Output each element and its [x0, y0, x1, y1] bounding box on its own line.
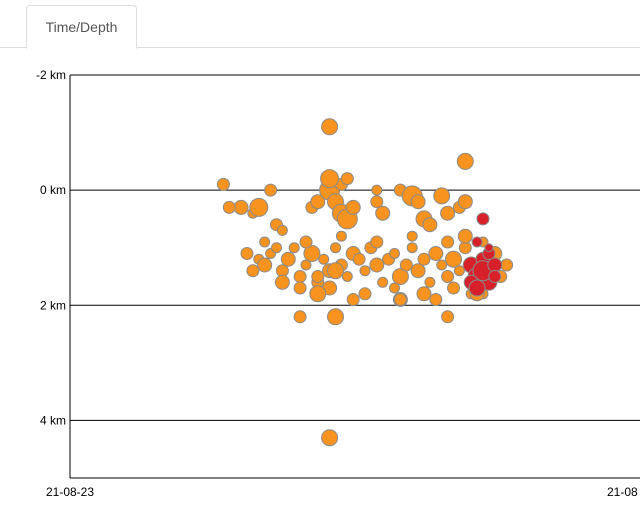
earthquake-point — [327, 262, 344, 280]
earthquake-point — [293, 281, 307, 295]
earthquake-point — [417, 252, 431, 266]
earthquake-point — [303, 245, 321, 262]
tab-bar: Time/Depth — [0, 0, 640, 49]
earthquake-point — [259, 236, 271, 248]
earthquake-point — [280, 251, 296, 267]
earthquake-point — [327, 308, 344, 326]
recent-earthquake-point — [468, 279, 486, 297]
earthquake-point — [276, 224, 288, 236]
earthquake-point — [311, 270, 325, 283]
earthquake-point — [399, 258, 413, 272]
earthquake-point — [352, 252, 366, 266]
earthquake-point — [391, 268, 409, 285]
earthquake-point — [359, 265, 371, 277]
earthquake-point — [240, 247, 254, 260]
earthquake-point — [369, 257, 385, 273]
earthquake-point — [436, 259, 448, 271]
earthquake-point — [410, 194, 426, 210]
earthquake-point — [429, 293, 443, 306]
x-tick-label: 21-08-23 — [46, 485, 94, 499]
earthquake-point — [335, 230, 347, 242]
earthquake-point — [406, 242, 418, 254]
earthquake-point — [321, 429, 339, 447]
earthquake-point — [445, 250, 462, 268]
earthquake-point — [318, 253, 330, 265]
earthquake-point — [406, 230, 418, 242]
earthquake-point — [370, 235, 384, 249]
earthquake-point — [422, 217, 438, 233]
earthquake-point — [216, 177, 230, 191]
earthquake-point — [271, 242, 282, 254]
earthquake-point — [233, 199, 249, 215]
earthquake-point — [300, 259, 312, 271]
earthquake-point — [389, 282, 400, 294]
earthquake-point — [358, 287, 372, 301]
recent-earthquake-point — [471, 236, 483, 248]
earthquake-point — [453, 265, 465, 277]
earthquake-point — [500, 258, 514, 272]
earthquake-point — [456, 152, 474, 170]
earthquake-point — [457, 228, 473, 244]
earthquake-point — [246, 264, 260, 278]
earthquake-point — [222, 200, 236, 214]
earthquake-point — [264, 183, 278, 197]
earthquake-point — [371, 184, 383, 196]
earthquake-point — [375, 205, 391, 221]
earthquake-point — [410, 263, 426, 279]
earthquake-point — [321, 118, 339, 136]
tab-time-depth[interactable]: Time/Depth — [26, 5, 137, 49]
earthquake-point — [416, 286, 432, 302]
earthquake-point — [389, 248, 400, 259]
earthquake-point — [441, 235, 455, 249]
y-tick-label: 0 km — [40, 183, 66, 197]
earthquake-point — [370, 195, 384, 209]
y-tick-label: 2 km — [40, 298, 66, 312]
earthquake-point — [346, 293, 360, 306]
earthquake-point — [320, 169, 340, 189]
earthquake-point — [293, 270, 307, 283]
earthquake-point — [440, 205, 456, 221]
earthquake-point — [341, 271, 353, 282]
earthquake-point — [249, 197, 269, 217]
earthquake-point — [457, 194, 473, 210]
earthquake-point — [424, 276, 436, 288]
recent-earthquake-point — [476, 212, 490, 226]
y-tick-label: -2 km — [36, 68, 66, 82]
earthquake-point — [441, 270, 455, 283]
earthquake-point — [330, 242, 341, 254]
earthquake-point — [433, 187, 451, 205]
x-tick-label: 21-08 — [607, 485, 638, 499]
earthquake-point — [310, 194, 326, 210]
earthquake-point — [257, 257, 273, 273]
recent-earthquake-point — [488, 270, 502, 283]
earthquake-point — [293, 310, 307, 324]
earthquake-point — [441, 310, 455, 324]
earthquake-point — [345, 199, 361, 215]
earthquake-point — [299, 235, 313, 249]
recent-earthquake-point — [484, 243, 494, 253]
earthquake-point — [377, 276, 389, 288]
y-tick-label: 4 km — [40, 413, 66, 427]
earthquake-point — [393, 293, 407, 306]
earthquake-point — [340, 172, 354, 186]
earthquake-point — [288, 242, 300, 254]
recent-earthquake-point — [487, 257, 503, 273]
earthquake-point — [428, 246, 444, 261]
earthquake-point — [447, 281, 460, 295]
earthquake-point — [309, 285, 327, 303]
earthquake-point — [274, 274, 290, 290]
